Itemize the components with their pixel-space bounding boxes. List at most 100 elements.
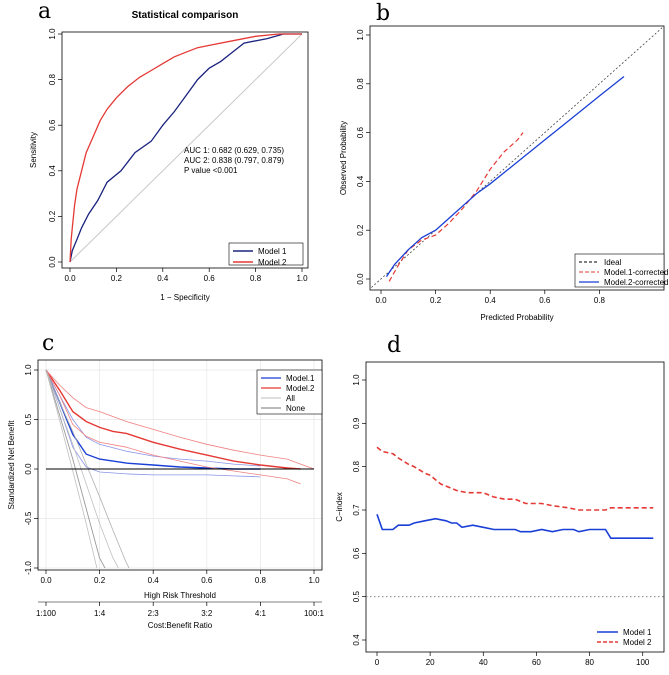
series-model-2-ci-upper — [45, 369, 315, 470]
x-tick-label: 0.0 — [40, 576, 52, 585]
series-model-1-corrected — [388, 132, 524, 282]
panel-a-roc: Statistical comparison 0.0 0.2 0.4 0.6 0.8 1.0… — [29, 10, 309, 302]
series-all — [45, 369, 106, 569]
legend-label: Ideal — [604, 258, 622, 267]
y-axis-label: Standardized Net Benefit — [7, 420, 16, 510]
x-tick-label: 0 — [375, 658, 380, 667]
y-tick-label: 0.4 — [356, 175, 365, 187]
y-tick-label: 0.8 — [48, 73, 57, 85]
legend-label: Model 1 — [258, 247, 287, 256]
legend-box — [256, 369, 323, 415]
y-tick-label: 0.2 — [356, 224, 365, 236]
y-tick-label: 0.0 — [48, 256, 57, 268]
x-tick-label: 0.4 — [148, 576, 160, 585]
legend-label: Model 2 — [258, 258, 287, 267]
y-tick-label: 0.5 — [24, 413, 33, 425]
x-tick-label: 0.4 — [485, 296, 497, 305]
x-tick-label: 0.8 — [594, 296, 606, 305]
legend-label: Model.1-corrected — [604, 268, 668, 277]
panel-label-c: c — [42, 331, 54, 356]
series-all-bound — [45, 369, 98, 569]
y-axis-label: Observed Probability — [339, 121, 348, 195]
x-tick-label: 80 — [585, 658, 594, 667]
series-model-1-ci-upper — [45, 369, 261, 467]
panel-label-b: b — [376, 1, 390, 26]
x-tick-label: 0.6 — [539, 296, 551, 305]
series-model-2-corrected — [385, 75, 625, 277]
series-model-1 — [45, 369, 261, 470]
panel-c-decision-curve: 0.0 0.2 0.4 0.6 0.8 1.0 -1.0 -0.5 0.0 0.5 1.0 High … — [7, 359, 325, 630]
legend-label: Model 1 — [623, 628, 652, 637]
series-model-2 — [69, 33, 302, 263]
y-tick-label: 0.2 — [48, 210, 57, 222]
x2-tick-label: 2:3 — [148, 609, 160, 618]
y-tick-label: 0.8 — [356, 78, 365, 90]
legend-label: All — [286, 394, 295, 403]
x-tick-label: 100 — [636, 658, 650, 667]
x-tick-label: 0.0 — [375, 296, 387, 305]
x2-tick-label: 100:1 — [304, 609, 325, 618]
x-tick-label: 1.0 — [308, 576, 320, 585]
series-model-1 — [376, 514, 654, 539]
x-tick-label: 0.6 — [201, 576, 213, 585]
y-tick-label: 0.9 — [352, 417, 361, 429]
x-tick-label: 20 — [426, 658, 435, 667]
y-tick-label: 0.7 — [352, 504, 361, 516]
x-tick-label: 0.2 — [94, 576, 106, 585]
x-axis-label: High Risk Threshold — [144, 591, 216, 600]
y-tick-label: 0.6 — [48, 119, 57, 131]
x2-axis-label: Cost:Benefit Ratio — [148, 621, 213, 630]
legend-box — [228, 242, 304, 266]
x-tick-label: 0.8 — [255, 576, 267, 585]
series-ideal — [371, 27, 663, 288]
y-tick-label: 0.5 — [352, 591, 361, 603]
panel-label-a: a — [38, 0, 51, 24]
y-tick-label: -1.0 — [24, 561, 33, 575]
x2-tick-label: 1:100 — [36, 609, 57, 618]
x-tick-label: 0.6 — [204, 274, 216, 283]
y-axis-label: C−index — [335, 492, 344, 522]
x2-tick-label: 1:4 — [94, 609, 106, 618]
y-tick-label: 1.0 — [24, 364, 33, 376]
legend-label: Model.2-corrected — [604, 278, 668, 287]
y-tick-label: 1.0 — [48, 28, 57, 40]
y-tick-label: 1.0 — [352, 374, 361, 386]
y-tick-label: 0.0 — [24, 463, 33, 475]
series-all-bound — [45, 369, 119, 569]
x-tick-label: 0.4 — [157, 274, 169, 283]
series-model-2-ci-lower — [45, 369, 301, 485]
x-axis-label: 1 − Specificity — [160, 293, 210, 302]
chart-title: Statistical comparison — [132, 10, 239, 21]
legend-label: None — [286, 404, 306, 413]
x-tick-label: 40 — [479, 658, 488, 667]
x2-tick-label: 4:1 — [255, 609, 267, 618]
x2-tick-label: 3:2 — [201, 609, 213, 618]
series-model-1-ci-lower — [45, 369, 261, 478]
y-tick-label: 0.8 — [352, 461, 361, 473]
auc-annotation: AUC 2: 0.838 (0.797, 0.879) — [184, 156, 284, 165]
y-tick-label: 0.6 — [356, 126, 365, 138]
y-axis-label: Sensitivity — [29, 132, 38, 168]
series-reference-diagonal — [69, 33, 303, 263]
legend-label: Model.2 — [286, 384, 315, 393]
auc-annotation: AUC 1: 0.682 (0.629, 0.735) — [184, 146, 284, 155]
series-model-1 — [69, 33, 302, 263]
plot-frame — [369, 25, 665, 291]
x-tick-label: 60 — [532, 658, 541, 667]
legend-label: Model 2 — [623, 638, 652, 647]
x-axis-label: Predicted Probability — [480, 313, 553, 322]
plot-frame — [365, 361, 665, 653]
x-tick-label: 1.0 — [296, 274, 308, 283]
x-tick-label: 0.2 — [430, 296, 442, 305]
auc-annotation: P value <0.001 — [184, 166, 238, 175]
y-tick-label: 0.4 — [352, 634, 361, 646]
y-tick-label: 1.0 — [356, 29, 365, 41]
legend-label: Model.1 — [286, 374, 315, 383]
y-tick-label: -0.5 — [24, 511, 33, 525]
panel-label-d: d — [387, 333, 401, 358]
series-model-2 — [45, 369, 301, 470]
y-tick-label: 0.0 — [356, 273, 365, 285]
plot-frame — [37, 359, 323, 571]
